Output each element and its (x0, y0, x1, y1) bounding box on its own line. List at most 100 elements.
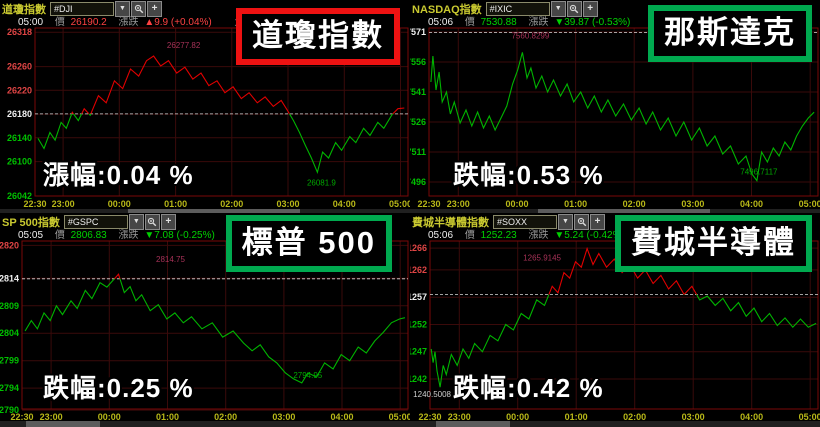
svg-text:01:00: 01:00 (164, 199, 187, 209)
svg-text:03:00: 03:00 (681, 199, 704, 209)
change-percent-banner: 跌幅:0.53 % (453, 160, 604, 190)
svg-text:26180: 26180 (7, 109, 32, 119)
chart-scrollbar[interactable] (0, 421, 410, 427)
change-percent-banner: 跌幅:0.25 % (43, 373, 194, 403)
svg-text:00:00: 00:00 (108, 199, 131, 209)
magnifier-plus-icon (570, 4, 579, 13)
svg-text:05:00: 05:00 (799, 199, 820, 209)
svg-text:23:00: 23:00 (40, 412, 63, 422)
svg-text:23:00: 23:00 (448, 412, 471, 422)
svg-text:04:00: 04:00 (740, 412, 763, 422)
svg-text:1252: 1252 (410, 320, 427, 330)
svg-text:04:00: 04:00 (740, 199, 763, 209)
svg-text:7556: 7556 (410, 57, 426, 67)
index-title: 道瓊指數 (2, 3, 46, 16)
change-label: 漲跌 (118, 17, 139, 28)
svg-text:26318: 26318 (7, 27, 32, 37)
symbol-input[interactable]: #GSPC (63, 214, 128, 229)
svg-text:22:30: 22:30 (10, 412, 33, 422)
price-value: 2806.83 (70, 230, 107, 241)
svg-text:01:00: 01:00 (156, 412, 179, 422)
magnifier-plus-icon (577, 217, 586, 226)
svg-text:1242: 1242 (410, 374, 427, 384)
change-value: ▼5.24 (-0.42%) (554, 230, 625, 241)
change-label: 漲跌 (118, 230, 139, 241)
svg-text:02:00: 02:00 (623, 412, 646, 422)
svg-text:1265.9145: 1265.9145 (523, 254, 561, 263)
scrollbar-handle[interactable] (128, 209, 300, 213)
svg-text:7511: 7511 (410, 147, 426, 157)
symbol-input[interactable]: #SOXX (493, 214, 557, 229)
svg-text:02:00: 02:00 (220, 199, 243, 209)
scrollbar-handle[interactable] (436, 421, 510, 427)
index-title: SP 500指數 (2, 216, 60, 229)
panel-sp500: 2820 2814 2809 2804 2799 2794 2790 22:30 23:00 00… (0, 213, 410, 427)
index-name-banner: 費城半導體 (615, 215, 812, 272)
chart-scrollbar[interactable] (410, 421, 820, 427)
symbol-dropdown-button[interactable]: ▼ (115, 0, 130, 17)
svg-text:26277.82: 26277.82 (167, 41, 201, 50)
svg-text:7560.8299: 7560.8299 (511, 31, 549, 40)
change-label: 漲跌 (528, 230, 549, 241)
change-percent-banner: 漲幅:0.04 % (43, 160, 194, 190)
magnifier-zoom-button[interactable] (144, 213, 160, 230)
svg-text:23:00: 23:00 (447, 199, 470, 209)
svg-text:04:00: 04:00 (330, 412, 353, 422)
svg-text:1257: 1257 (410, 292, 427, 302)
svg-text:26260: 26260 (7, 62, 32, 72)
chart-scrollbar[interactable] (410, 209, 820, 213)
add-symbol-button[interactable]: + (160, 213, 176, 230)
svg-text:1240.5008: 1240.5008 (413, 390, 451, 399)
price-label: 價 (464, 17, 475, 28)
svg-text:2804: 2804 (0, 328, 19, 338)
svg-text:01:00: 01:00 (564, 199, 587, 209)
svg-text:03:00: 03:00 (276, 199, 299, 209)
symbol-dropdown-button[interactable]: ▼ (558, 213, 573, 230)
magnifier-zoom-button[interactable] (131, 0, 146, 17)
svg-text:2794.95: 2794.95 (293, 371, 322, 380)
quote-time: 05:00 (18, 17, 44, 28)
svg-text:00:00: 00:00 (506, 412, 529, 422)
scrollbar-handle[interactable] (538, 209, 710, 213)
index-name-banner: 標普 500 (225, 215, 392, 272)
panel-nasdaq: 7571 7556 7541 7526 7511 7496 22:30 23:00 00:00 0… (410, 0, 820, 213)
price-label: 價 (464, 230, 475, 241)
svg-text:03:00: 03:00 (682, 412, 705, 422)
change-percent-banner: 跌幅:0.42 % (453, 373, 604, 403)
svg-text:1247: 1247 (410, 347, 427, 357)
panel-titlebar: SP 500指數 #GSPC ▼ + (2, 213, 176, 230)
sox-chart-canvas[interactable]: 1266 1262 1257 1252 1247 1242 22:30 23:00 00:00 0… (410, 213, 820, 426)
svg-text:23:00: 23:00 (52, 199, 75, 209)
svg-text:2799: 2799 (0, 356, 19, 366)
svg-text:2809: 2809 (0, 301, 19, 311)
svg-text:22:30: 22:30 (418, 412, 441, 422)
index-title: 費城半導體指數 (412, 216, 489, 229)
chart-scrollbar[interactable] (0, 209, 410, 213)
symbol-input[interactable]: #DJI (50, 1, 114, 16)
nasdaq-chart-canvas[interactable]: 7571 7556 7541 7526 7511 7496 22:30 23:00 00:00 0… (410, 0, 820, 213)
svg-text:22:30: 22:30 (417, 199, 440, 209)
svg-text:2794: 2794 (0, 383, 19, 393)
add-symbol-button[interactable]: + (582, 0, 598, 17)
svg-text:05:00: 05:00 (389, 412, 410, 422)
panel-titlebar: 費城半導體指數 #SOXX ▼ + (412, 213, 605, 230)
symbol-input[interactable]: #IXIC (485, 1, 550, 16)
price-value: 7530.88 (480, 17, 517, 28)
add-symbol-button[interactable]: + (590, 213, 605, 230)
change-label: 漲跌 (528, 17, 549, 28)
svg-text:7496.7117: 7496.7117 (740, 168, 778, 177)
svg-text:26042: 26042 (7, 191, 32, 201)
price-value: 1252.23 (480, 230, 517, 241)
symbol-dropdown-button[interactable]: ▼ (550, 0, 566, 17)
svg-text:2790: 2790 (0, 405, 19, 415)
add-symbol-button[interactable]: + (147, 0, 162, 17)
symbol-dropdown-button[interactable]: ▼ (128, 213, 144, 230)
quote-time: 05:06 (428, 17, 454, 28)
magnifier-zoom-button[interactable] (574, 213, 589, 230)
svg-text:7571: 7571 (410, 27, 426, 37)
svg-text:7526: 7526 (410, 117, 426, 127)
magnifier-zoom-button[interactable] (566, 0, 582, 17)
svg-text:2814.75: 2814.75 (156, 255, 185, 264)
scrollbar-handle[interactable] (26, 421, 100, 427)
